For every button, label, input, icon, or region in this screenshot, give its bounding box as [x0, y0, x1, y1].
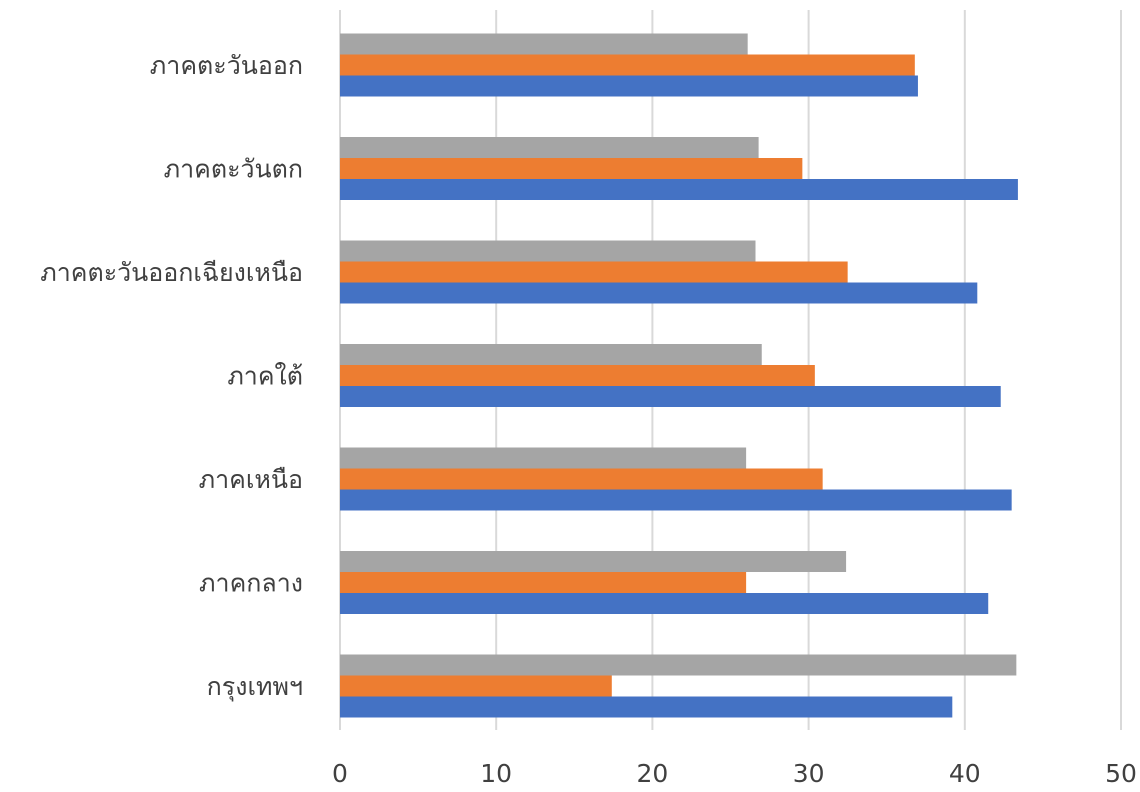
bar-series3-category-5: [340, 240, 756, 262]
bar-series2-category-2: [340, 572, 747, 593]
bar-series1-category-2: [340, 593, 989, 614]
bar-series1-category-6: [340, 179, 1018, 200]
bar-series3-category-7: [340, 33, 748, 55]
bar-series3-category-1: [340, 654, 1017, 676]
bar-series1-category-7: [340, 75, 918, 97]
bar-series2-category-7: [340, 54, 915, 76]
bar-series1-category-1: [340, 696, 953, 718]
x-tick-label: 30: [793, 759, 825, 788]
x-tick-label: 40: [949, 759, 981, 788]
bar-series2-category-4: [340, 365, 815, 386]
category-label: ภาคใต้: [227, 362, 303, 391]
category-label: ภาคตะวันออกเฉียงเหนือ: [40, 258, 303, 287]
bar-series3-category-4: [340, 344, 762, 365]
bar-series1-category-5: [340, 282, 978, 304]
x-tick-label: 0: [332, 759, 348, 788]
bar-series2-category-1: [340, 675, 612, 697]
bars: [340, 33, 1018, 718]
x-tick-label: 10: [480, 759, 512, 788]
category-label: ภาคเหนือ: [199, 465, 303, 494]
bar-series1-category-4: [340, 386, 1001, 407]
x-tick-label: 50: [1105, 759, 1137, 788]
bar-series2-category-3: [340, 468, 823, 490]
category-label: ภาคตะวันตก: [164, 155, 303, 184]
x-tick-labels: 0 10 20 30 40 50: [332, 759, 1137, 788]
bar-series2-category-5: [340, 261, 848, 283]
category-label: ภาคกลาง: [199, 569, 303, 598]
bar-series3-category-6: [340, 137, 759, 158]
bar-series1-category-3: [340, 489, 1012, 511]
category-labels: กรุงเทพฯ ภาคกลาง ภาคเหนือ ภาคใต้ ภาคตะวันออก…: [40, 51, 303, 702]
bar-series3-category-3: [340, 447, 747, 469]
category-label: กรุงเทพฯ: [207, 672, 303, 702]
bar-series3-category-2: [340, 551, 847, 572]
x-tick-label: 20: [636, 759, 668, 788]
category-label: ภาคตะวันออก: [150, 51, 303, 80]
bar-series2-category-6: [340, 158, 803, 179]
